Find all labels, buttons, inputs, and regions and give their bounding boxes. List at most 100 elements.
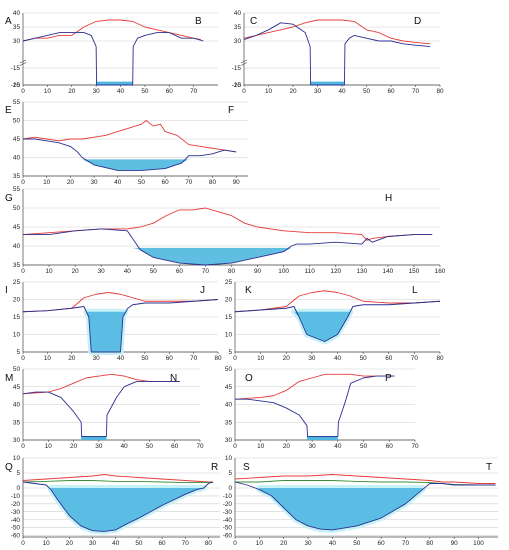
- panel-label: K: [245, 285, 252, 296]
- x-tick-label: 90: [451, 540, 459, 547]
- y-tick-label: -50: [223, 525, 233, 532]
- x-tick-label: 40: [117, 88, 125, 95]
- y-tick-label: 35: [234, 24, 242, 31]
- panel-label: S: [243, 462, 250, 473]
- series-line-blue: [23, 228, 433, 266]
- x-tick-label: 60: [166, 88, 174, 95]
- water-fill: [50, 488, 204, 532]
- x-tick-label: 0: [21, 443, 25, 450]
- x-tick-label: 20: [283, 355, 291, 362]
- y-tick-label: -40: [11, 517, 21, 524]
- y-tick-label: 20: [13, 297, 21, 304]
- y-tick-label: -40: [223, 517, 233, 524]
- y-tick-label: 5: [16, 470, 20, 477]
- x-tick-label: 60: [166, 355, 174, 362]
- y-tick-label: 40: [234, 10, 242, 17]
- x-tick-label: 20: [72, 268, 80, 275]
- y-tick-label: -20: [11, 82, 21, 89]
- axis-break-mark: [240, 59, 248, 66]
- x-tick-label: 60: [386, 443, 394, 450]
- x-tick-label: 60: [387, 88, 395, 95]
- water-fill: [96, 81, 133, 85]
- x-tick-label: 40: [334, 443, 342, 450]
- y-tick-label: 30: [13, 38, 21, 45]
- x-tick-label: 50: [353, 540, 361, 547]
- y-tick-label: 20: [225, 297, 233, 304]
- y-tick-label: 15: [234, 82, 242, 89]
- panel-label: E: [5, 105, 12, 116]
- x-tick-label: 70: [202, 268, 210, 275]
- x-tick-label: 90: [233, 179, 241, 186]
- x-tick-label: 80: [205, 540, 213, 547]
- x-tick-label: 10: [43, 179, 51, 186]
- panel-cd: 40 35 30 15 -15 -200 10 20 30 40 50 60 70 80 C D: [232, 10, 444, 95]
- series-line-red: [22, 373, 180, 395]
- y-tick-label: 25: [225, 279, 233, 286]
- x-tick-label: 20: [68, 88, 76, 95]
- y-tick-label: 25: [13, 279, 21, 286]
- x-tick-label: 80: [436, 88, 444, 95]
- x-tick-label: 0: [21, 88, 25, 95]
- x-tick-label: 0: [233, 443, 237, 450]
- y-tick-label: -20: [223, 501, 233, 508]
- x-tick-label: 10: [46, 268, 54, 275]
- x-tick-label: 40: [334, 355, 342, 362]
- x-tick-label: 40: [338, 88, 346, 95]
- panel-label: Q: [5, 462, 13, 473]
- water-fill: [132, 247, 292, 265]
- x-tick-label: 90: [254, 268, 262, 275]
- x-tick-label: 50: [141, 88, 149, 95]
- y-tick-label: -15: [11, 65, 21, 72]
- y-tick-label: 40: [13, 243, 21, 250]
- y-tick-label: 55: [13, 186, 21, 193]
- panel-label: O: [245, 373, 253, 384]
- x-tick-label: 30: [98, 268, 106, 275]
- x-tick-label: 0: [21, 540, 25, 547]
- series-line-blue: [22, 32, 204, 86]
- panel-label: J: [200, 285, 205, 296]
- series-line-blue: [22, 380, 180, 437]
- x-tick-label: 0: [242, 88, 246, 95]
- series-line-red: [243, 19, 431, 45]
- x-tick-label: 30: [314, 88, 322, 95]
- panel-label: G: [5, 193, 13, 204]
- x-tick-label: 80: [436, 355, 444, 362]
- x-tick-label: 60: [176, 268, 184, 275]
- x-tick-label: 140: [383, 268, 394, 275]
- x-tick-label: 30: [93, 355, 101, 362]
- x-tick-label: 70: [412, 88, 420, 95]
- y-tick-label: -30: [223, 509, 233, 516]
- y-tick-label: 45: [13, 384, 21, 391]
- x-tick-label: 30: [309, 443, 317, 450]
- x-tick-label: 40: [329, 540, 337, 547]
- panel-kl: 25 20 15 10 50 10 20 30 40 50 60 70 80 K L: [225, 279, 444, 362]
- series-line-blue: [235, 375, 395, 437]
- y-tick-label: 40: [13, 155, 21, 162]
- y-tick-label: 0: [16, 485, 20, 492]
- y-tick-label: 45: [13, 224, 21, 231]
- series-line-red: [234, 373, 395, 400]
- x-tick-label: 50: [141, 355, 149, 362]
- y-tick-label: 5: [228, 349, 232, 356]
- series-line-blue: [22, 299, 219, 353]
- y-tick-label: -15: [232, 65, 242, 72]
- panel-label: M: [5, 373, 13, 384]
- y-tick-label: 50: [13, 118, 21, 125]
- y-tick-label: 40: [13, 10, 21, 17]
- series-line-blue: [243, 22, 431, 86]
- x-tick-label: 10: [265, 88, 273, 95]
- x-tick-label: 10: [44, 88, 52, 95]
- x-tick-label: 20: [70, 443, 78, 450]
- panel-label: T: [486, 462, 492, 473]
- y-tick-label: 0: [228, 485, 232, 492]
- y-tick-label: 50: [13, 366, 21, 373]
- x-tick-label: 20: [68, 355, 76, 362]
- y-tick-label: 5: [16, 349, 20, 356]
- panel-label: F: [228, 105, 234, 116]
- axis-break-mark: [19, 59, 27, 66]
- panel-label: I: [5, 285, 8, 296]
- x-tick-label: 30: [89, 540, 97, 547]
- panel-label: B: [195, 16, 202, 27]
